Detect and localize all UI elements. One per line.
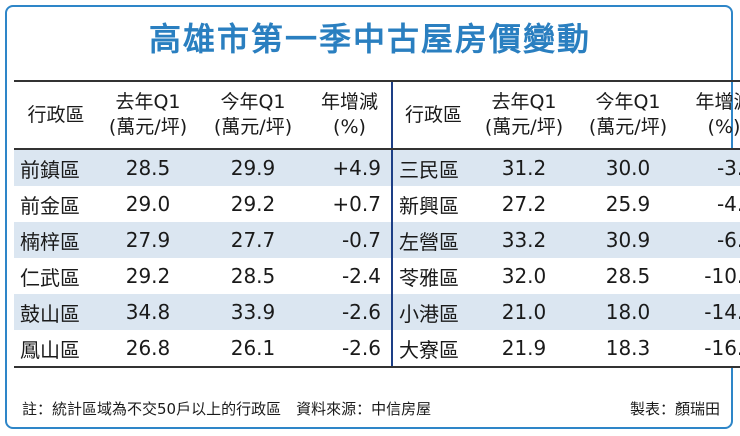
left-curr-value: 28.5 (198, 258, 308, 294)
right-prev-value: 33.2 (474, 222, 574, 258)
left-curr-value: 33.9 (198, 294, 308, 330)
left-change-value: -2.6 (308, 330, 392, 368)
right-district-cell: 苓雅區 (391, 258, 474, 294)
right-curr-value: 28.5 (574, 258, 682, 294)
header-prev-right: 去年Q1 (萬元/坪) (474, 80, 574, 150)
header-change: 年增減 (%) (308, 80, 392, 150)
footer-note: 註：統計區域為不交50戶以上的行政區 資料來源：中信房屋 (22, 400, 432, 418)
header-district: 行政區 (14, 80, 98, 150)
right-change-value: -6.9 (682, 222, 740, 258)
right-district-cell: 小港區 (391, 294, 474, 330)
right-prev-value: 32.0 (474, 258, 574, 294)
right-change-value: -4.8 (682, 186, 740, 222)
right-change-value: -14.3 (682, 294, 740, 330)
header-prev: 去年Q1 (萬元/坪) (98, 80, 198, 150)
footer-credit: 製表：顏瑞田 (629, 400, 720, 418)
right-curr-value: 30.0 (574, 149, 682, 186)
right-change-value: -16.4 (682, 330, 740, 368)
left-prev-value: 29.2 (98, 258, 198, 294)
footer: 註：統計區域為不交50戶以上的行政區 資料來源：中信房屋 製表：顏瑞田 (22, 398, 720, 419)
left-district-cell: 楠梓區 (14, 222, 98, 258)
left-district-cell: 前鎮區 (14, 149, 98, 186)
header-district-right: 行政區 (391, 80, 474, 150)
right-prev-value: 21.0 (474, 294, 574, 330)
header-change-right: 年增減(%) (682, 80, 740, 150)
right-change-value: -3.8 (682, 149, 740, 186)
left-district-cell: 鳳山區 (14, 330, 98, 368)
left-prev-value: 26.8 (98, 330, 198, 368)
left-change-value: -0.7 (308, 222, 392, 258)
table-title: 高雄市第一季中古屋房價變動 (148, 20, 591, 58)
left-district-cell: 前金區 (14, 186, 98, 222)
right-district-cell: 左營區 (391, 222, 474, 258)
right-change-value: -10.9 (682, 258, 740, 294)
left-prev-value: 28.5 (98, 149, 198, 186)
right-curr-value: 25.9 (574, 186, 682, 222)
left-curr-value: 29.9 (198, 149, 308, 186)
right-district-cell: 大寮區 (391, 330, 474, 368)
header-curr-right: 今年Q1 (萬元/坪) (574, 80, 682, 150)
right-prev-value: 27.2 (474, 186, 574, 222)
header-row: 行政區 去年Q1 (萬元/坪) 今年Q1 (萬元/坪) 年增減 (%) 行政區 去年Q… (14, 80, 740, 150)
left-prev-value: 34.8 (98, 294, 198, 330)
left-district-cell: 仁武區 (14, 258, 98, 294)
right-curr-value: 18.3 (574, 330, 682, 368)
header-curr: 今年Q1 (萬元/坪) (198, 80, 308, 150)
right-district-cell: 新興區 (391, 186, 474, 222)
left-curr-value: 26.1 (198, 330, 308, 368)
left-change-value: -2.6 (308, 294, 392, 330)
price-table: 行政區 去年Q1 (萬元/坪) 今年Q1 (萬元/坪) 年增減 (%) 行政區 去年Q… (14, 80, 740, 368)
left-district-cell: 鼓山區 (14, 294, 98, 330)
left-prev-value: 29.0 (98, 186, 198, 222)
right-district-cell: 三民區 (391, 149, 474, 186)
left-curr-value: 27.7 (198, 222, 308, 258)
left-curr-value: 29.2 (198, 186, 308, 222)
right-curr-value: 30.9 (574, 222, 682, 258)
left-change-value: -2.4 (308, 258, 392, 294)
left-prev-value: 27.9 (98, 222, 198, 258)
left-change-value: +4.9 (308, 149, 392, 186)
right-curr-value: 18.0 (574, 294, 682, 330)
right-prev-value: 21.9 (474, 330, 574, 368)
right-prev-value: 31.2 (474, 149, 574, 186)
left-change-value: +0.7 (308, 186, 392, 222)
